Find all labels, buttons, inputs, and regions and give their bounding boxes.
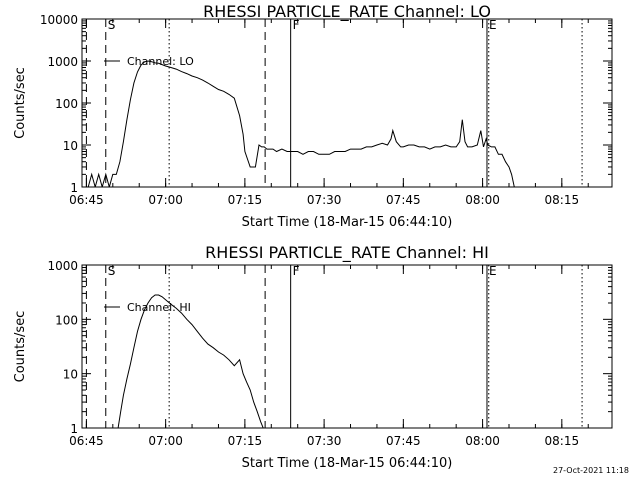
y-tick-label: 100	[55, 97, 78, 111]
y-axis-label: Counts/sec	[13, 311, 28, 383]
y-axis-label: Counts/sec	[13, 67, 28, 139]
y-tick-label: 10000	[40, 13, 78, 27]
legend-label: Channel: HI	[127, 301, 191, 314]
plot-frame	[81, 264, 613, 429]
marker-label-f: F	[293, 18, 300, 32]
x-axis-label: Start Time (18-Mar-15 06:44:10)	[242, 456, 453, 471]
series-line-hi	[117, 294, 264, 428]
y-tick-label: 1	[70, 181, 78, 195]
x-tick-label: 08:00	[465, 193, 500, 207]
x-tick-label: 07:45	[386, 434, 421, 448]
x-tick-label: 07:00	[148, 193, 183, 207]
x-tick-label: 06:45	[69, 434, 104, 448]
y-tick-label: 1000	[47, 55, 78, 69]
x-tick-label: 07:15	[228, 434, 263, 448]
chart-title: RHESSI PARTICLE_RATE Channel: HI	[205, 243, 489, 263]
y-tick-label: 10	[63, 368, 78, 382]
series-line-lo	[87, 60, 610, 187]
marker-label-e: E	[489, 18, 497, 32]
x-tick-label: 06:45	[69, 193, 104, 207]
chart-title: RHESSI PARTICLE_RATE Channel: LO	[203, 2, 491, 22]
date-stamp: 27-Oct-2021 11:18	[553, 466, 629, 475]
x-tick-label: 07:15	[228, 193, 263, 207]
panel-lo	[81, 18, 613, 188]
legend-label: Channel: LO	[127, 55, 194, 68]
y-tick-label: 1	[70, 422, 78, 436]
x-tick-label: 08:00	[465, 434, 500, 448]
marker-label-f: F	[293, 264, 300, 278]
x-axis-label: Start Time (18-Mar-15 06:44:10)	[242, 215, 453, 230]
y-tick-label: 1000	[47, 259, 78, 273]
marker-label-e: E	[489, 264, 497, 278]
x-tick-label: 07:30	[307, 434, 342, 448]
x-tick-label: 08:15	[545, 193, 580, 207]
y-tick-label: 10	[63, 139, 78, 153]
x-tick-label: 07:45	[386, 193, 421, 207]
x-tick-label: 07:00	[148, 434, 183, 448]
plot-frame	[81, 18, 613, 188]
y-tick-label: 100	[55, 313, 78, 327]
x-tick-label: 08:15	[545, 434, 580, 448]
x-tick-label: 07:30	[307, 193, 342, 207]
marker-label-s: S	[108, 18, 116, 32]
marker-label-s: S	[108, 264, 116, 278]
panel-hi	[81, 264, 613, 429]
